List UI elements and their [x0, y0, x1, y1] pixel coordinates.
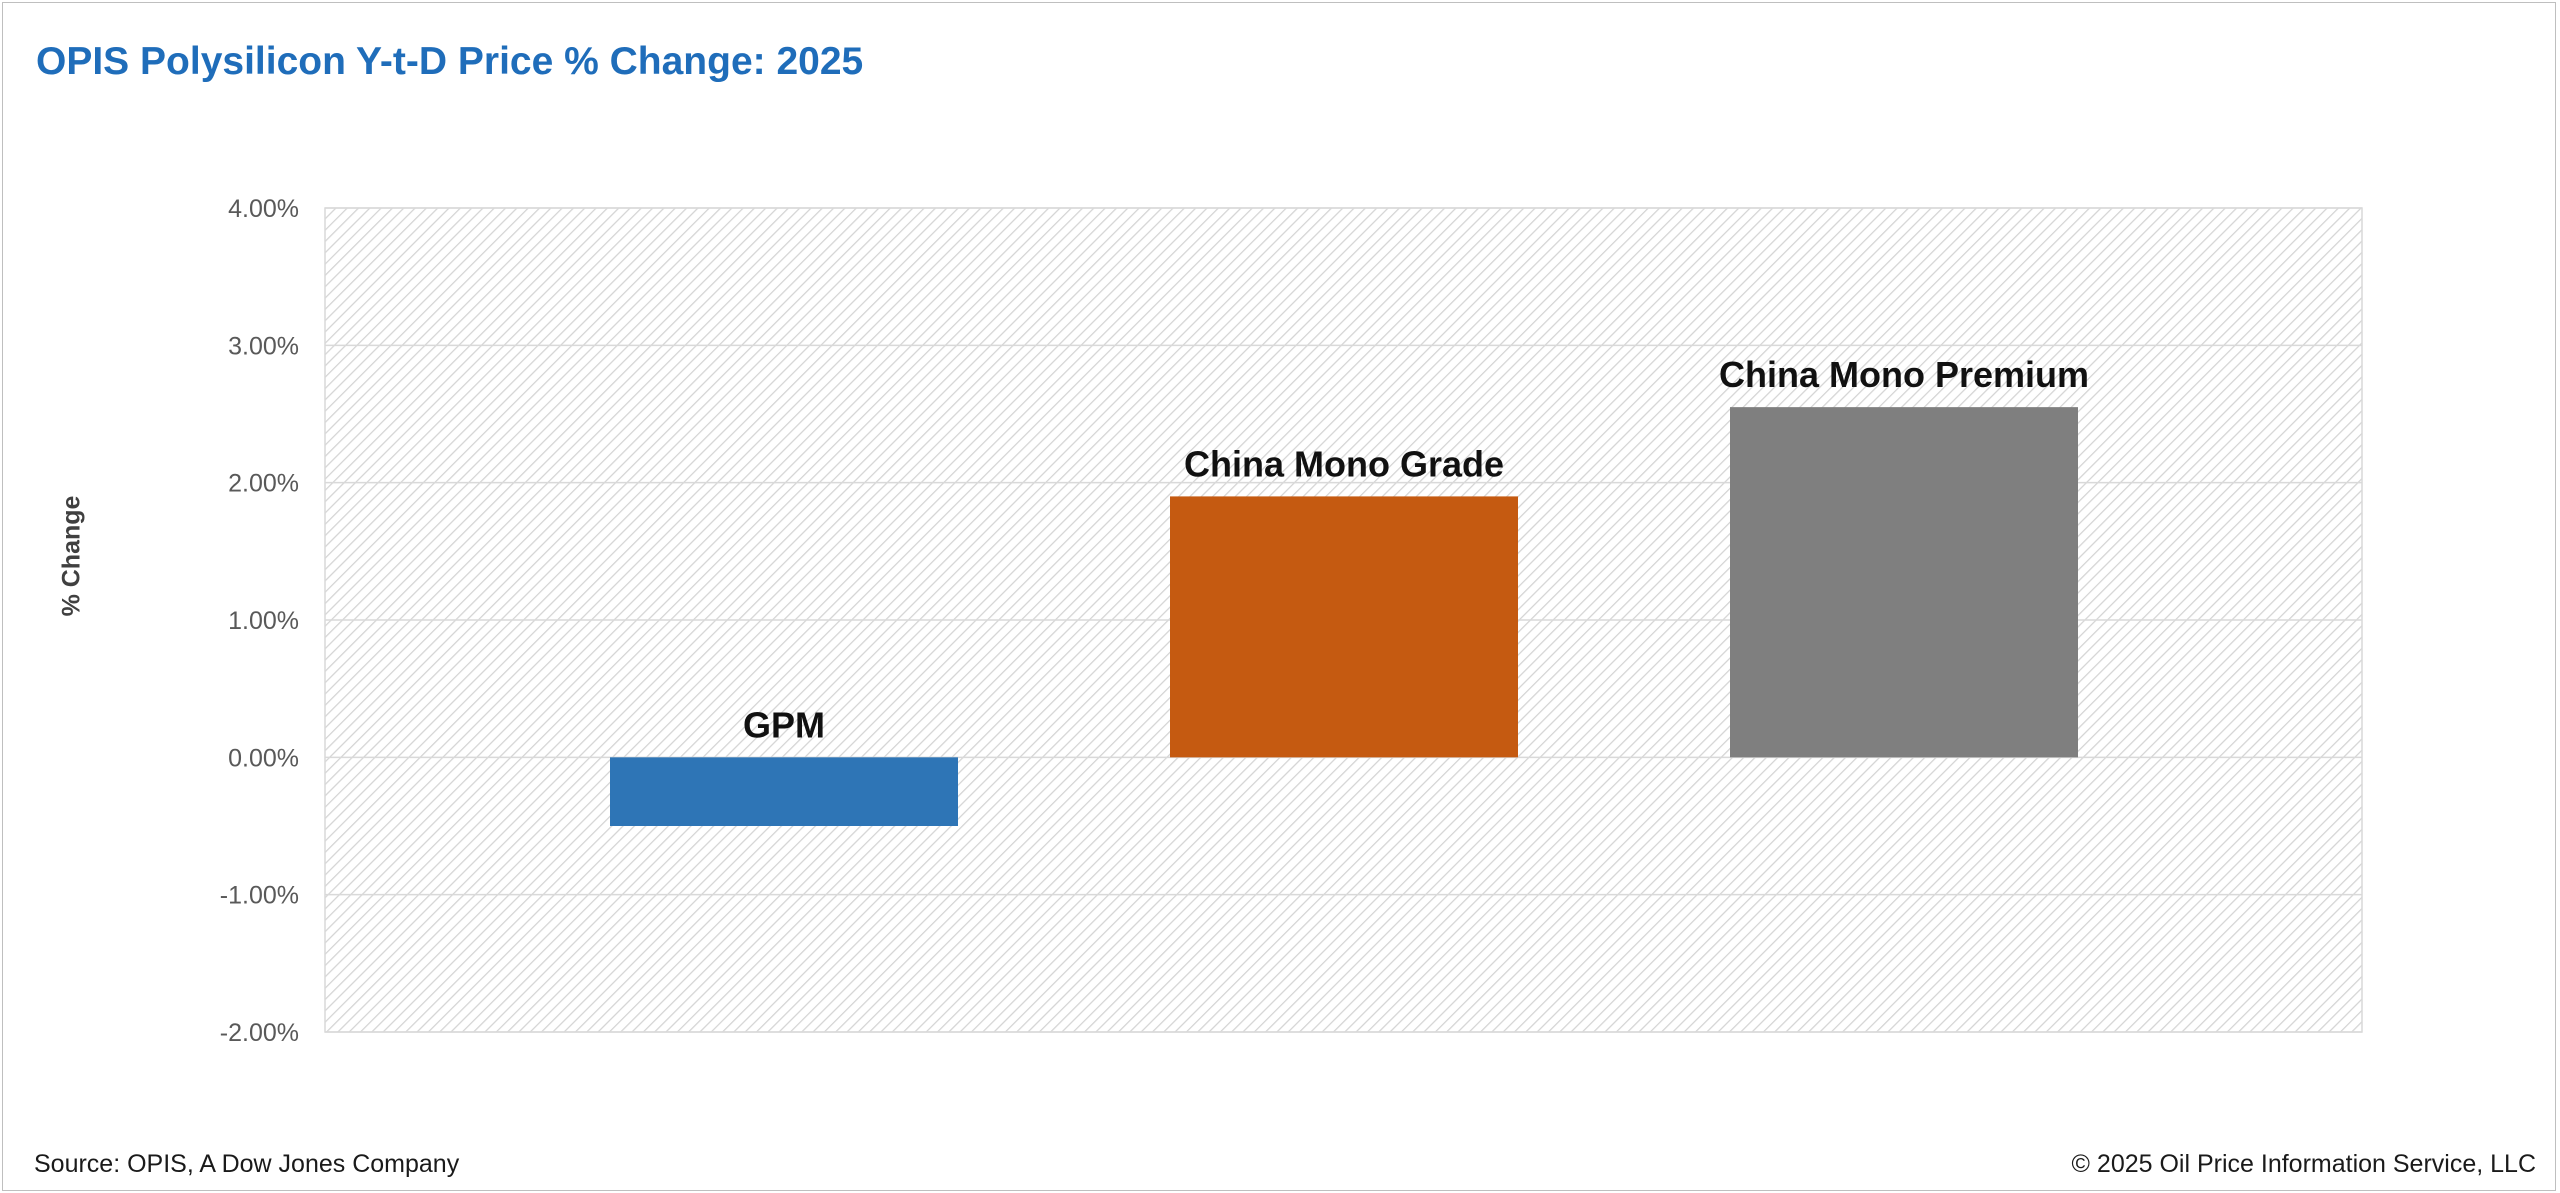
- data-label: China Mono Grade: [1184, 443, 1504, 484]
- data-label: GPM: [743, 704, 825, 745]
- bar-china-mono-premium: [1730, 407, 2078, 758]
- copyright-note: © 2025 Oil Price Information Service, LL…: [2071, 1150, 2536, 1178]
- source-note: Source: OPIS, A Dow Jones Company: [34, 1150, 460, 1178]
- y-tick-label: 4.00%: [228, 195, 299, 223]
- y-axis-ticks: 4.00% 3.00% 2.00% 1.00% 0.00% -1.00% -2.00%: [220, 195, 299, 1047]
- bar-gpm: [610, 757, 958, 826]
- y-tick-label: -2.00%: [220, 1019, 299, 1047]
- y-tick-label: -1.00%: [220, 882, 299, 910]
- data-label: China Mono Premium: [1719, 354, 2089, 395]
- y-tick-label: 2.00%: [228, 470, 299, 498]
- y-tick-label: 3.00%: [228, 332, 299, 360]
- bar-china-mono-grade: [1170, 496, 1518, 758]
- y-tick-label: 0.00%: [228, 744, 299, 772]
- bars: [610, 407, 2078, 826]
- data-labels: GPM China Mono Grade China Mono Premium: [743, 354, 2089, 745]
- chart-title: OPIS Polysilicon Y-t-D Price % Change: 2…: [36, 40, 864, 83]
- y-tick-label: 1.00%: [228, 607, 299, 635]
